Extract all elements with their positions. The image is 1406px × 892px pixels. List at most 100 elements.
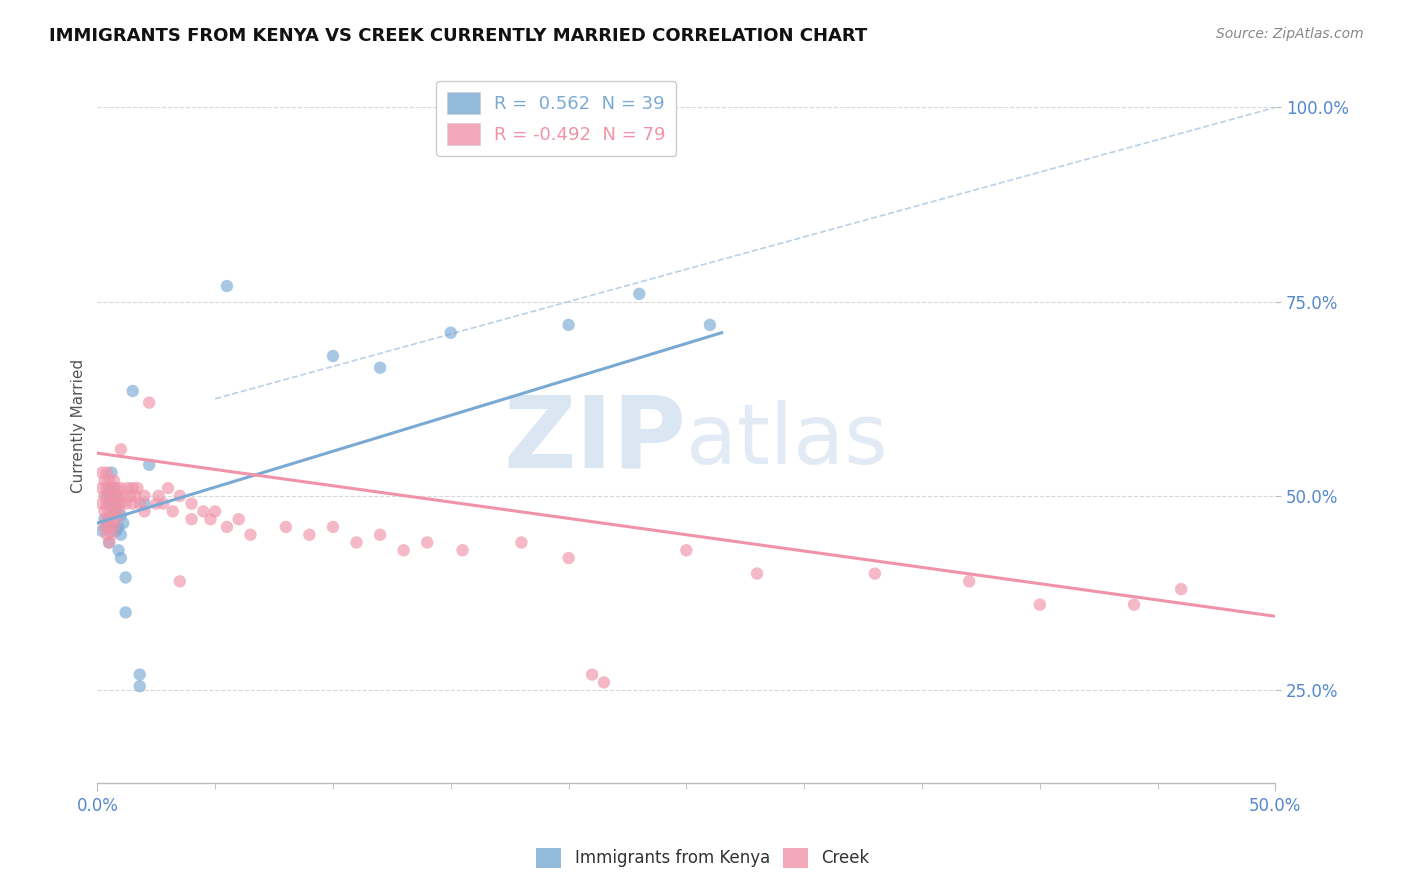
Point bbox=[103, 473, 125, 487]
Point bbox=[134, 497, 156, 511]
Point bbox=[628, 286, 651, 301]
Point bbox=[128, 667, 150, 681]
Point bbox=[510, 535, 533, 549]
Point bbox=[105, 489, 128, 503]
Point bbox=[100, 497, 122, 511]
Point bbox=[169, 489, 191, 503]
Point bbox=[228, 512, 250, 526]
Point bbox=[98, 504, 121, 518]
Point bbox=[322, 520, 344, 534]
Point bbox=[100, 527, 122, 541]
Point bbox=[93, 473, 115, 487]
Point bbox=[98, 473, 121, 487]
Point bbox=[98, 497, 121, 511]
Point bbox=[128, 679, 150, 693]
Text: atlas: atlas bbox=[686, 400, 889, 481]
Point bbox=[103, 520, 125, 534]
Point bbox=[110, 551, 132, 566]
Point bbox=[957, 574, 980, 589]
Point bbox=[699, 318, 721, 332]
Legend: R =  0.562  N = 39, R = -0.492  N = 79: R = 0.562 N = 39, R = -0.492 N = 79 bbox=[436, 81, 676, 156]
Point bbox=[100, 481, 122, 495]
Point bbox=[110, 442, 132, 457]
Point bbox=[91, 524, 114, 538]
Point bbox=[193, 504, 215, 518]
Point bbox=[451, 543, 474, 558]
Point bbox=[557, 318, 579, 332]
Point bbox=[98, 535, 121, 549]
Point bbox=[107, 520, 129, 534]
Point bbox=[100, 489, 122, 503]
Point bbox=[346, 535, 368, 549]
Point bbox=[200, 512, 222, 526]
Point bbox=[392, 543, 415, 558]
Point bbox=[124, 489, 146, 503]
Point bbox=[675, 543, 697, 558]
Y-axis label: Currently Married: Currently Married bbox=[72, 359, 86, 493]
Point bbox=[134, 489, 156, 503]
Point bbox=[120, 489, 142, 503]
Point bbox=[863, 566, 886, 581]
Point bbox=[103, 489, 125, 503]
Point bbox=[440, 326, 463, 340]
Point bbox=[93, 520, 115, 534]
Point bbox=[180, 497, 202, 511]
Point bbox=[180, 512, 202, 526]
Point bbox=[105, 524, 128, 538]
Point bbox=[105, 497, 128, 511]
Text: IMMIGRANTS FROM KENYA VS CREEK CURRENTLY MARRIED CORRELATION CHART: IMMIGRANTS FROM KENYA VS CREEK CURRENTLY… bbox=[49, 27, 868, 45]
Legend: Immigrants from Kenya, Creek: Immigrants from Kenya, Creek bbox=[530, 841, 876, 875]
Point bbox=[103, 481, 125, 495]
Point bbox=[107, 497, 129, 511]
Point bbox=[91, 481, 114, 495]
Point bbox=[148, 489, 170, 503]
Point bbox=[114, 606, 136, 620]
Point bbox=[103, 497, 125, 511]
Point bbox=[98, 512, 121, 526]
Point bbox=[98, 535, 121, 549]
Point bbox=[145, 497, 167, 511]
Point bbox=[121, 384, 143, 398]
Point bbox=[368, 360, 391, 375]
Point bbox=[593, 675, 616, 690]
Point bbox=[121, 497, 143, 511]
Point bbox=[138, 458, 160, 472]
Point bbox=[98, 489, 121, 503]
Point bbox=[169, 574, 191, 589]
Point bbox=[1029, 598, 1052, 612]
Point bbox=[322, 349, 344, 363]
Text: ZIP: ZIP bbox=[503, 392, 686, 489]
Point bbox=[105, 512, 128, 526]
Point bbox=[110, 527, 132, 541]
Point bbox=[93, 489, 115, 503]
Point bbox=[298, 527, 321, 541]
Point bbox=[114, 497, 136, 511]
Point bbox=[100, 466, 122, 480]
Point bbox=[91, 497, 114, 511]
Point bbox=[1123, 598, 1146, 612]
Point bbox=[274, 520, 297, 534]
Point bbox=[368, 527, 391, 541]
Point bbox=[107, 543, 129, 558]
Point bbox=[114, 570, 136, 584]
Point bbox=[103, 504, 125, 518]
Point bbox=[96, 481, 118, 495]
Point bbox=[98, 520, 121, 534]
Point bbox=[105, 504, 128, 518]
Point bbox=[239, 527, 262, 541]
Point bbox=[215, 520, 238, 534]
Point bbox=[110, 497, 132, 511]
Point bbox=[112, 489, 135, 503]
Point bbox=[96, 527, 118, 541]
Point bbox=[107, 504, 129, 518]
Point bbox=[134, 504, 156, 518]
Point bbox=[128, 497, 150, 511]
Point bbox=[204, 504, 226, 518]
Point bbox=[91, 466, 114, 480]
Point bbox=[96, 520, 118, 534]
Point bbox=[100, 512, 122, 526]
Point bbox=[93, 512, 115, 526]
Point bbox=[745, 566, 768, 581]
Point bbox=[162, 504, 184, 518]
Point bbox=[581, 667, 603, 681]
